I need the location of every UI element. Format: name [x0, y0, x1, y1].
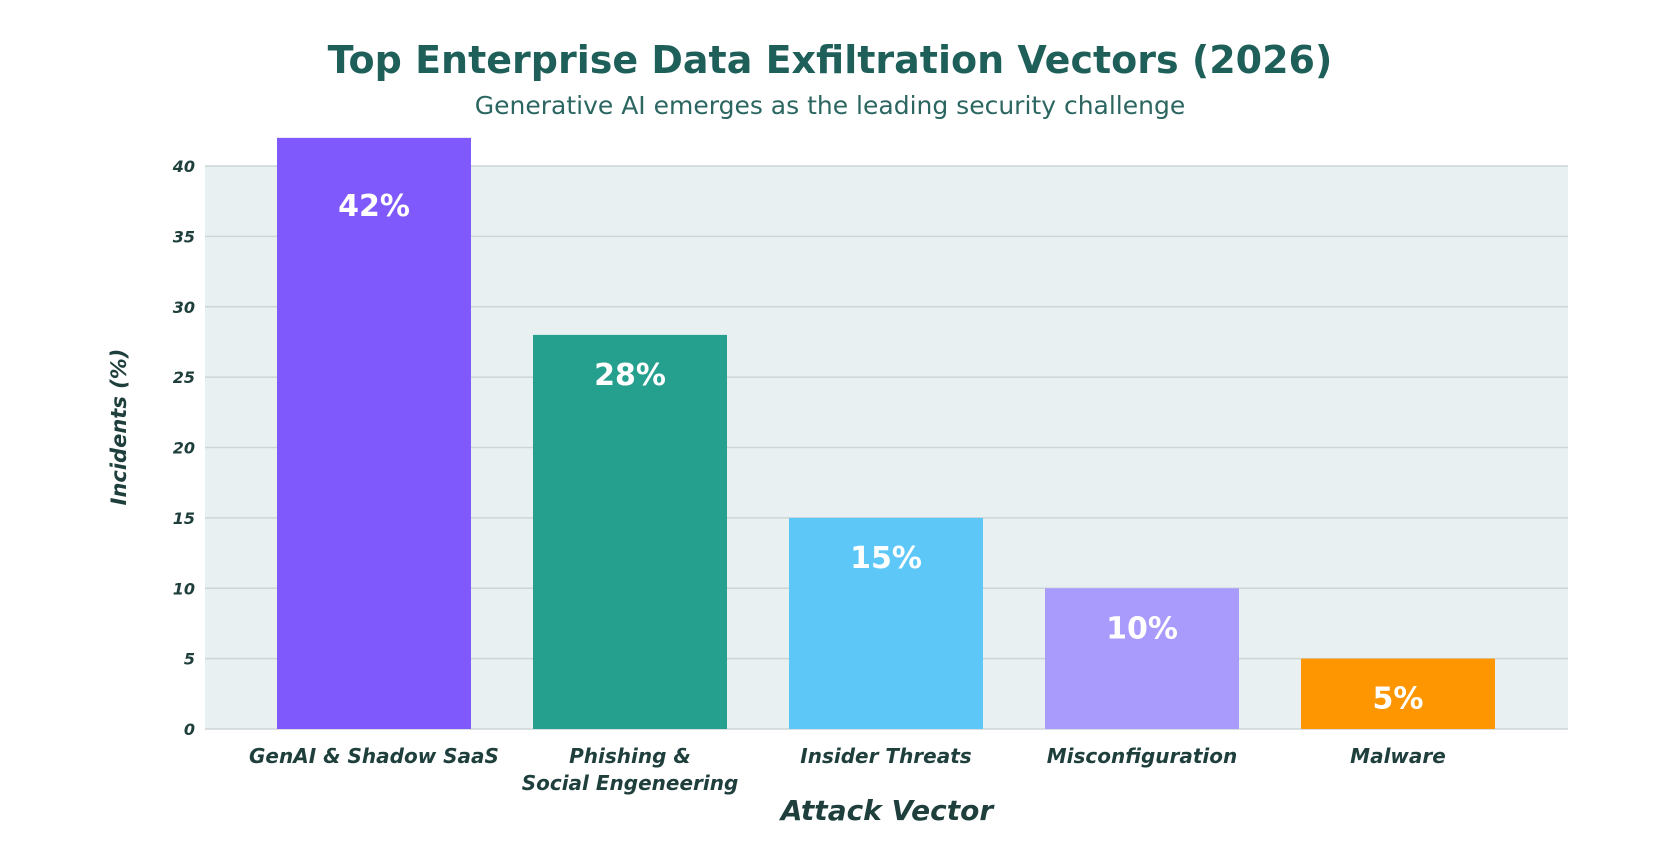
- y-tick-label: 20: [173, 439, 195, 458]
- y-axis-title: Incidents (%): [107, 349, 131, 506]
- y-tick-label: 30: [173, 298, 195, 317]
- x-axis-categories: GenAI & Shadow SaaS Phishing & Social Enge…: [249, 744, 1446, 795]
- bar-value-label: 42%: [338, 189, 410, 224]
- value-labels: 42% 28% 15% 10% 5%: [338, 189, 1423, 717]
- chart-subtitle: Generative AI emerges as the leading sec…: [475, 91, 1185, 120]
- x-category-label: Malware: [1350, 744, 1446, 768]
- bar-value-label: 15%: [850, 541, 922, 576]
- y-tick-label: 25: [173, 368, 195, 387]
- x-category-label: Misconfiguration: [1047, 744, 1238, 768]
- bar: [533, 334, 727, 729]
- x-category-label-line: Social Engeneering: [522, 771, 739, 795]
- bar: [1301, 658, 1495, 729]
- x-category-label-line: Insider Threats: [800, 744, 972, 768]
- y-tick-label: 15: [173, 509, 195, 528]
- x-axis-title: Attack Vector: [779, 794, 996, 827]
- bars: [277, 137, 1495, 730]
- y-tick-label: 35: [173, 227, 195, 246]
- chart-title: Top Enterprise Data Exfiltration Vectors…: [328, 38, 1333, 82]
- bar: [789, 517, 983, 729]
- x-category-label: Insider Threats: [800, 744, 972, 768]
- y-tick-label: 40: [172, 157, 195, 176]
- x-category-label-line: Misconfiguration: [1047, 744, 1238, 768]
- bar: [277, 137, 471, 730]
- y-axis-ticks: 0 5 10 15 20 25 30 35 40: [172, 157, 195, 739]
- x-category-label: Phishing & Social Engeneering: [522, 744, 739, 795]
- x-category-label-line: Malware: [1350, 744, 1446, 768]
- x-category-label-line: Phishing &: [569, 744, 691, 768]
- x-category-label-line: GenAI & Shadow SaaS: [249, 744, 499, 768]
- y-tick-label: 10: [173, 579, 195, 598]
- bar: [1045, 588, 1239, 729]
- y-tick-label: 0: [184, 720, 195, 739]
- bar-value-label: 10%: [1106, 611, 1178, 646]
- bar-value-label: 5%: [1373, 682, 1424, 717]
- x-category-label: GenAI & Shadow SaaS: [249, 744, 499, 768]
- bar-value-label: 28%: [594, 358, 666, 393]
- y-tick-label: 5: [184, 650, 195, 669]
